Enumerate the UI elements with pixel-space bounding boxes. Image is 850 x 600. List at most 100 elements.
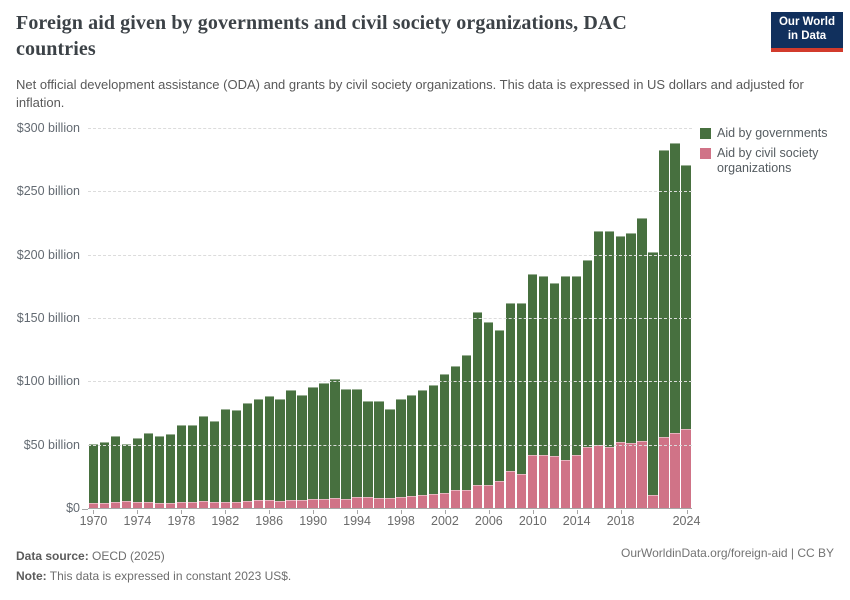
bar-2009-civil-society [516,473,527,509]
bar-1972[interactable] [110,129,121,509]
gridline-300 [88,128,692,129]
bar-1991[interactable] [319,129,329,509]
bar-1976[interactable] [154,129,165,509]
bar-1986-governments [264,396,274,500]
bar-2001-civil-society [429,494,439,509]
bar-1989-governments [297,394,307,500]
bar-2004[interactable] [461,129,472,509]
bar-2022[interactable] [659,129,669,509]
bar-1981[interactable] [209,129,220,509]
bar-2024-civil-society [681,429,691,509]
bar-1970-governments [89,443,99,503]
bar-2010[interactable] [527,129,538,509]
bar-1997-civil-society [385,497,395,509]
y-tick-label-300: $300 billion [16,121,80,135]
gridline-100 [88,381,692,383]
y-tick-label-150: $150 billion [16,311,80,325]
bar-2017[interactable] [604,129,614,509]
bar-1984-governments [242,402,252,502]
bar-1990-civil-society [308,499,318,509]
bar-2000[interactable] [418,129,428,509]
bar-2000-civil-society [418,495,428,509]
bar-1970[interactable] [89,129,99,509]
bar-1972-civil-society [110,501,121,509]
bar-2024[interactable] [681,129,691,509]
bar-1975[interactable] [143,129,154,509]
bar-1980[interactable] [198,129,209,509]
bar-2001[interactable] [429,129,439,509]
bar-1982-governments [220,409,230,502]
bar-2006-civil-society [483,485,494,509]
bar-2023[interactable] [670,129,680,509]
bar-2013[interactable] [560,129,571,509]
bar-2012[interactable] [549,129,560,509]
bar-1981-governments [209,420,220,502]
bar-1975-governments [143,432,154,503]
x-tick-mark-1978 [181,510,183,514]
bar-2011[interactable] [538,129,549,509]
bar-1996[interactable] [374,129,384,509]
bar-2015[interactable] [582,129,592,509]
note-line: Note: This data is expressed in constant… [16,566,291,586]
bar-2002[interactable] [440,129,450,509]
bar-2017-civil-society [604,447,614,509]
legend-label-governments: Aid by governments [717,126,828,140]
bar-2014-governments [571,276,581,455]
bar-1990[interactable] [308,129,318,509]
x-tick-label-1978: 1978 [167,514,196,528]
bar-1999[interactable] [407,129,417,509]
bar-1971[interactable] [99,129,110,509]
bar-2011-governments [538,276,549,455]
bar-1978[interactable] [176,129,187,509]
bar-1984[interactable] [242,129,252,509]
bar-2008[interactable] [505,129,516,509]
bar-2009[interactable] [516,129,527,509]
bar-1985[interactable] [253,129,263,509]
x-tick-mark-2018 [620,510,622,514]
bar-2023-governments [670,143,680,434]
bar-2007[interactable] [494,129,505,509]
legend-item-civil-society[interactable]: Aid by civil society organizations [700,146,848,176]
legend-item-governments[interactable]: Aid by governments [700,126,848,141]
x-tick-label-2006: 2006 [474,514,503,528]
bar-1982[interactable] [220,129,230,509]
bar-1994[interactable] [352,129,362,509]
bar-1985-civil-society [253,500,263,509]
bar-2003[interactable] [450,129,461,509]
bar-2005[interactable] [472,129,483,509]
bar-1983[interactable] [231,129,241,509]
bar-1977[interactable] [165,129,176,509]
bar-1986-civil-society [264,499,274,509]
bar-2016-governments [593,230,603,445]
bar-2016[interactable] [593,129,603,509]
bar-1995[interactable] [363,129,373,509]
bar-2021[interactable] [648,129,658,509]
bar-2006[interactable] [483,129,494,509]
owid-logo[interactable]: Our World in Data [771,12,843,52]
bar-2014[interactable] [571,129,581,509]
bar-1974[interactable] [132,129,143,509]
bar-1997[interactable] [385,129,395,509]
bar-2002-governments [440,374,450,493]
x-tick-mark-1974 [137,510,139,514]
bar-2020[interactable] [637,129,647,509]
bar-1992[interactable] [330,129,340,509]
bar-2019[interactable] [626,129,636,509]
bar-2016-civil-society [593,444,603,509]
bar-1989[interactable] [297,129,307,509]
bar-1982-civil-society [220,501,230,509]
bar-1973[interactable] [121,129,132,509]
plot-area [82,128,692,510]
bar-1999-civil-society [407,495,417,509]
bar-2008-civil-society [505,471,516,509]
bar-1988[interactable] [286,129,296,509]
bar-2018[interactable] [615,129,625,509]
bar-1986[interactable] [264,129,274,509]
y-tick-label-50: $50 billion [23,437,80,452]
stacked-bar-chart: $0 $50 billion $100 billion $150 billion $20… [16,121,848,528]
bar-1993[interactable] [341,129,351,509]
data-source-line: Data source: OECD (2025) [16,546,291,566]
bar-1998[interactable] [396,129,406,509]
bar-1979[interactable] [187,129,198,509]
bar-1987[interactable] [275,129,285,509]
